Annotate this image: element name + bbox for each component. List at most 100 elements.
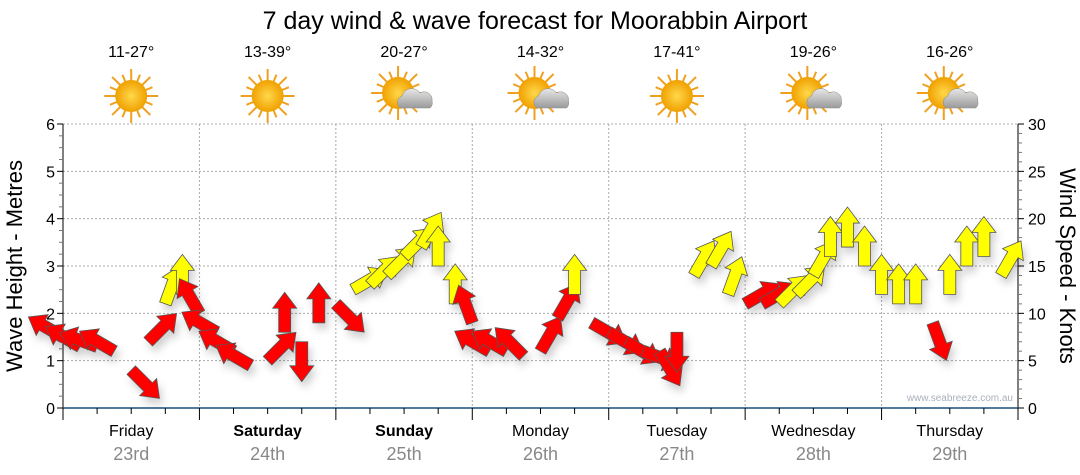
temp-range: 11-27° <box>108 44 154 61</box>
y-tick-label: 5 <box>46 164 55 181</box>
date-label: 24th <box>250 444 285 464</box>
sun-ray <box>257 109 263 118</box>
sun-ray <box>923 73 934 84</box>
wind-arrow <box>262 331 297 366</box>
sun-ray <box>281 100 290 106</box>
sun-ray <box>524 71 530 80</box>
sun-icon <box>649 69 704 123</box>
day-label: Friday <box>109 423 153 440</box>
sun-ray <box>544 73 555 84</box>
wind-arrow <box>425 225 451 267</box>
sun-cloud-icon <box>507 66 569 120</box>
sun-ray <box>281 86 290 92</box>
sun-ray <box>787 73 798 84</box>
wind-arrow <box>885 263 912 305</box>
y2-tick-label: 20 <box>1028 212 1046 229</box>
wind-arrow <box>705 230 734 270</box>
sun-ray <box>657 105 668 116</box>
sun-icon <box>104 69 159 123</box>
temp-range: 20-27° <box>380 44 427 61</box>
day-label: Tuesday <box>647 423 708 440</box>
wind-arrow <box>926 320 953 362</box>
sun-ray <box>787 102 798 113</box>
date-label: 25th <box>387 444 422 464</box>
sun-ray <box>812 71 818 80</box>
sun-cloud-icon <box>780 66 842 120</box>
sun-ray <box>121 74 127 83</box>
wind-arrow <box>551 282 581 322</box>
sun-ray <box>407 73 418 84</box>
wind-arrow <box>331 299 365 333</box>
temp-range: 19-26° <box>790 44 837 61</box>
sun-ray <box>141 105 152 116</box>
sun-ray <box>690 100 699 106</box>
wind-arrow <box>126 365 160 399</box>
y2-tick-label: 15 <box>1028 259 1046 276</box>
date-label: 29th <box>932 444 967 464</box>
y-tick-label: 1 <box>46 354 55 371</box>
sun-ray <box>512 97 522 103</box>
wind-arrow <box>817 215 844 257</box>
sun-ray <box>257 74 263 83</box>
date-label: 27th <box>659 444 694 464</box>
y2-tick-label: 10 <box>1028 306 1046 323</box>
sun-ray <box>690 86 699 92</box>
y2-tick-label: 30 <box>1028 117 1046 134</box>
sun-ray <box>272 74 278 83</box>
sun-ray <box>247 76 258 87</box>
sun-ray <box>934 71 939 80</box>
sun-ray <box>144 86 153 92</box>
cloud-shape <box>397 88 433 109</box>
sun-ray <box>667 109 673 118</box>
sun-disc <box>115 80 148 112</box>
sun-ray <box>785 83 794 89</box>
temp-range: 16-26° <box>926 44 973 61</box>
sun-ray <box>272 109 278 118</box>
sun-ray <box>797 106 803 115</box>
temp-range: 17-41° <box>653 44 700 61</box>
wind-arrow <box>954 225 980 267</box>
wind-arrow <box>176 278 206 317</box>
wind-arrow <box>561 253 588 295</box>
cloud-shape <box>942 88 979 109</box>
wind-arrow <box>306 282 332 324</box>
date-label: 26th <box>523 444 558 464</box>
sun-ray <box>388 71 394 80</box>
sun-ray <box>109 100 118 106</box>
y-axis-label: Wave Height - Metres <box>2 160 27 372</box>
wind-arrow <box>834 206 861 248</box>
sun-cloud-icon <box>371 66 433 120</box>
sun-ray <box>686 76 697 87</box>
wind-arrow <box>415 211 445 251</box>
sun-ray <box>512 83 522 89</box>
wind-arrow <box>851 225 878 267</box>
day-label: Saturday <box>233 423 302 440</box>
wind-arrow <box>902 263 929 305</box>
sun-ray <box>136 109 141 118</box>
sun-ray <box>934 106 939 115</box>
wind-arrow <box>288 341 315 383</box>
sun-ray <box>820 83 829 89</box>
sun-ray <box>411 83 420 89</box>
wind-arrow <box>721 256 749 297</box>
sun-ray <box>376 97 385 103</box>
cloud-shape <box>533 88 569 109</box>
sun-ray <box>667 74 673 83</box>
sun-ray <box>246 86 255 92</box>
sun-disc <box>251 80 284 112</box>
sun-ray <box>655 86 664 92</box>
sun-ray <box>948 71 954 80</box>
sun-ray <box>109 86 118 92</box>
sun-ray <box>144 100 153 106</box>
y2-tick-label: 0 <box>1028 401 1037 418</box>
sun-ray <box>922 83 931 89</box>
sun-ray <box>378 102 389 113</box>
day-label: Monday <box>512 423 569 440</box>
temp-range: 13-39° <box>244 44 291 61</box>
sun-ray <box>376 83 385 89</box>
sun-ray <box>953 73 964 84</box>
sun-ray <box>514 102 525 113</box>
wind-arrow <box>971 215 997 257</box>
sun-cloud-icon <box>916 66 979 120</box>
sun-ray <box>141 76 152 87</box>
